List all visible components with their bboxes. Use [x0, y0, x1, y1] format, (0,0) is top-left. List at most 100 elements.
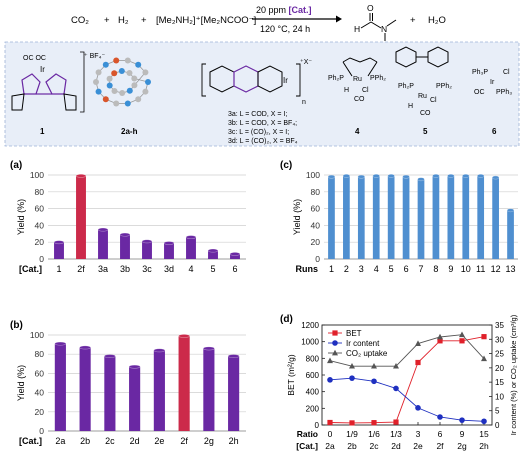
catalyst-1-structure: OC OC Ir ⁺ BF₄⁻ 1: [11, 51, 105, 136]
bar: [129, 366, 141, 431]
x-tick-label: 5: [389, 264, 394, 274]
x-tick-label: 4: [374, 264, 379, 274]
series-point: [349, 420, 355, 426]
ratio-tick-label: 0: [328, 429, 333, 439]
x-tick-label: 12: [491, 264, 501, 274]
y-axis-label: Yield (%): [292, 199, 302, 235]
catalyst-5-pph2-right: PPh₂: [436, 83, 452, 90]
right-axis-label: Ir content (%) or CO₂ uptake (cm³/g): [509, 314, 518, 435]
series-point: [327, 419, 333, 426]
bar-cap: [75, 173, 87, 178]
polymer-atom: [145, 79, 151, 85]
dmf-cn-bond: [370, 21, 382, 29]
polymer-atom: [126, 87, 133, 94]
polymer-atom: [93, 79, 99, 85]
series-point: [393, 385, 399, 392]
catalyst-3-structure: Ir ⁺X⁻ n 3a: L = COD, X = I; 3b: L = COD…: [201, 59, 312, 145]
left-tick-label: 400: [306, 388, 320, 397]
bar: [208, 250, 218, 259]
catalyst-3-right-bracket: [296, 63, 301, 97]
series-point: [437, 414, 443, 420]
series-point: [481, 418, 487, 425]
bar-cap: [119, 232, 131, 237]
y-tick-label: 60: [35, 204, 45, 214]
catalyst-1-left-ring: [21, 73, 41, 95]
panel-label: (c): [280, 160, 292, 171]
bar: [447, 175, 455, 259]
polymer-atom: [106, 82, 113, 89]
polymer-atom: [131, 82, 138, 89]
ratio-tick-label: 9: [460, 429, 465, 439]
bar: [203, 348, 215, 431]
y-tick-label: 100: [30, 330, 44, 340]
chart-b-polymer-series: (b) Yield (%) 0 20 40 60 80 100 2a 2b 2c 2d 2e 2f 2g 2h…: [10, 320, 246, 446]
reactant-co2: CO₂: [71, 15, 89, 26]
catalyst-4-bond-l: [342, 61, 353, 77]
y-tick-label: 20: [35, 407, 45, 417]
left-tick-label: 1200: [301, 321, 319, 330]
catalyst-3-benzene-right: [257, 65, 283, 93]
catalyst-5-ring-left: [395, 46, 417, 68]
bar-cap: [227, 354, 240, 359]
bar-cap: [506, 208, 515, 213]
catalyst-3-line-c: 3c: L = (CO)₂, X = I;: [228, 129, 289, 136]
x-tick-label: 2: [344, 264, 349, 274]
bar: [417, 179, 425, 259]
bar: [186, 237, 196, 259]
polymer-atom: [124, 100, 131, 107]
ratio-tick-label: 1/6: [368, 429, 380, 439]
catalyst-3-metal: Ir: [283, 76, 288, 85]
y-tick-label: 100: [306, 170, 320, 180]
category-tick-label: 2c: [370, 441, 380, 451]
bar-cap: [97, 227, 109, 232]
bar: [79, 347, 91, 431]
bar-cap: [447, 173, 455, 178]
category-tick-label: 2d: [391, 441, 401, 451]
polymer-atom: [135, 61, 142, 68]
polymer-atom: [111, 70, 118, 77]
polymer-atom: [102, 96, 109, 103]
catalyst-1-anion: ⁺ BF₄⁻: [84, 53, 105, 60]
y-tick-label: 60: [35, 368, 45, 378]
y-tick-label: 60: [311, 204, 321, 214]
catalyst-5-ring-right: [427, 46, 449, 68]
bar: [178, 335, 190, 431]
right-tick-label: 35: [495, 321, 504, 330]
x-tick-label: 5: [210, 264, 215, 274]
y-tick-label: 40: [311, 220, 321, 230]
y-tick-label: 20: [35, 237, 45, 247]
bar-cap: [153, 348, 166, 353]
bar: [120, 234, 130, 259]
polymer-atom: [118, 68, 125, 75]
ratio-axis-title: Ratio: [297, 429, 318, 439]
y-axis-label: Yield (%): [16, 199, 26, 235]
plus-3: +: [410, 15, 416, 26]
catalyst-panel-background: [4, 41, 520, 147]
condition-temperature: 120 °C, 24 h: [260, 24, 310, 34]
bar: [104, 356, 116, 431]
y-tick-label: 0: [315, 254, 320, 264]
bar-cap: [128, 364, 141, 369]
catalyst-5-metal: Ru: [418, 93, 427, 100]
catalyst-4-hydride: H: [344, 87, 349, 94]
catalyst-4-metal: Ru: [353, 76, 362, 83]
series-point: [393, 362, 399, 369]
bar: [230, 253, 240, 259]
series-point: [371, 420, 377, 426]
catalyst-3-left-bracket: [201, 63, 206, 97]
plus-1: +: [104, 15, 110, 26]
catalyst-2-polymer-image: [93, 57, 151, 107]
y-tick-label: 40: [35, 220, 45, 230]
catalyst-4-backbone: [342, 57, 378, 63]
catalyst-4-structure: Ph₂P Ru PPh₂ H Cl CO 4: [328, 57, 386, 136]
right-tick-label: 15: [495, 378, 504, 387]
polymer-atom: [119, 89, 126, 96]
x-tick-label: 2g: [204, 436, 214, 446]
bar-cap: [402, 174, 410, 179]
bar-cap: [79, 345, 91, 350]
bar: [462, 175, 470, 259]
catalyst-5-pph2-left: Ph₂P: [398, 83, 414, 90]
right-tick-label: 10: [495, 392, 504, 401]
bar-cap: [417, 177, 425, 182]
bar-cap: [491, 175, 500, 180]
